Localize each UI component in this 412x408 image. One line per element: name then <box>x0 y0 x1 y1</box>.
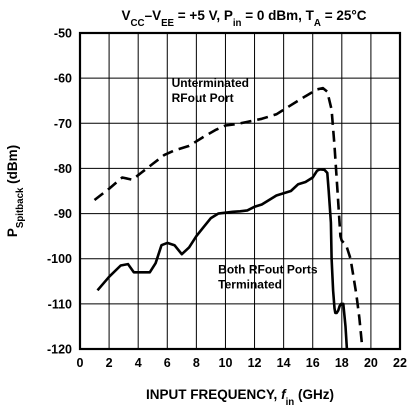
y-tick-label: -60 <box>54 72 72 86</box>
x-tick-label: 2 <box>106 356 113 370</box>
x-tick-label: 12 <box>248 356 262 370</box>
series-line-dashed <box>93 86 364 347</box>
plot-frame <box>78 31 402 351</box>
x-axis-ticks: 0 2 4 6 8 10 12 14 16 18 20 22 <box>77 356 407 370</box>
x-tick-label: 8 <box>193 356 200 370</box>
x-tick-label: 18 <box>335 356 349 370</box>
annotation-label: Both RFout Ports Terminated <box>218 263 318 292</box>
x-tick-label: 4 <box>135 356 142 370</box>
series-group <box>93 86 364 350</box>
y-tick-label: -50 <box>54 27 72 41</box>
x-tick-label: 6 <box>164 356 171 370</box>
y-axis-ticks: -50 -60 -70 -80 -90 -100 -110 -120 <box>47 27 72 357</box>
annotation-label: Unterminated RFout Port <box>172 76 249 105</box>
x-tick-label: 0 <box>77 356 84 370</box>
y-tick-label: -110 <box>48 297 72 311</box>
x-tick-label: 22 <box>393 356 407 370</box>
y-tick-label: -90 <box>54 207 72 221</box>
series-line-solid <box>96 168 349 350</box>
x-tick-label: 10 <box>219 356 233 370</box>
x-tick-label: 16 <box>306 356 320 370</box>
x-axis-label: INPUT FREQUENCY, fin (GHz) <box>146 387 334 408</box>
y-tick-label: -80 <box>54 162 72 176</box>
grid <box>80 33 400 349</box>
x-tick-label: 14 <box>277 356 291 370</box>
annotations: Unterminated RFout Port Both RFout Ports Te… <box>172 76 318 291</box>
chart-title: VCC–VEE = +5 V, Pin = 0 dBm, TA = 25°C <box>122 8 367 29</box>
y-tick-label: -70 <box>54 117 72 131</box>
y-tick-label: -120 <box>47 343 72 357</box>
plot-area: -50 -60 -70 -80 -90 -100 -110 -120 0 2 4 6 8 10 12 14 1… <box>47 27 407 371</box>
x-tick-label: 20 <box>364 356 378 370</box>
y-tick-label: -100 <box>47 252 72 266</box>
y-axis-label: PSpitback (dBm) <box>5 145 26 237</box>
